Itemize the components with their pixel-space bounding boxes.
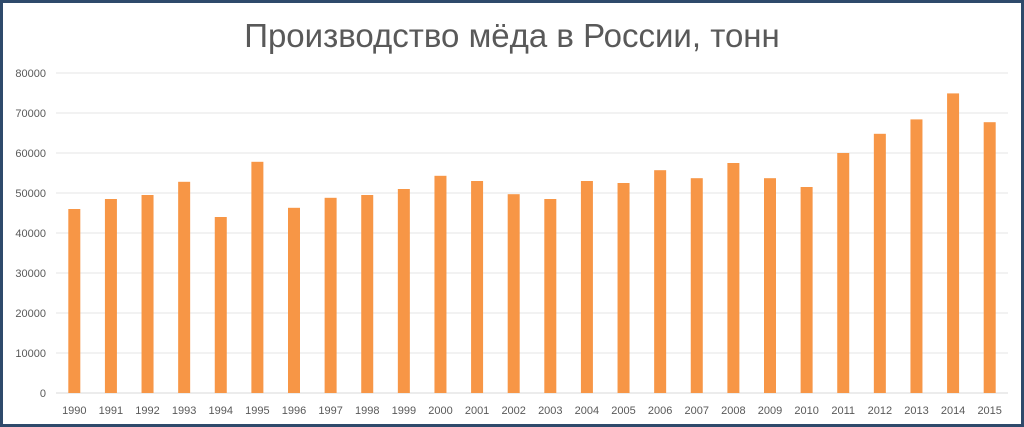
- y-tick-label: 60000: [15, 148, 46, 160]
- x-tick-label: 2009: [758, 405, 782, 417]
- bar-2001: [471, 181, 484, 393]
- x-tick-label: 1994: [209, 405, 233, 417]
- bar-2006: [654, 170, 667, 393]
- bar-1999: [397, 189, 410, 393]
- bar-1993: [178, 181, 191, 393]
- x-tick-label: 1990: [62, 405, 86, 417]
- y-tick-label: 80000: [15, 68, 46, 80]
- bar-1994: [214, 217, 227, 393]
- bar-2004: [580, 181, 593, 393]
- x-tick-label: 2012: [868, 405, 892, 417]
- bar-1997: [324, 197, 337, 393]
- x-tick-label: 1991: [99, 405, 123, 417]
- x-tick-label: 2000: [428, 405, 452, 417]
- bar-1992: [141, 195, 154, 393]
- x-tick-label: 1997: [318, 405, 342, 417]
- x-tick-label: 2004: [575, 405, 599, 417]
- x-tick-label: 2010: [794, 405, 818, 417]
- x-tick-label: 2013: [904, 405, 928, 417]
- y-tick-label: 40000: [15, 228, 46, 240]
- bar-2002: [507, 194, 520, 393]
- x-tick-label: 2003: [538, 405, 562, 417]
- y-tick-label: 30000: [15, 268, 46, 280]
- bar-1991: [104, 199, 117, 393]
- y-tick-label: 20000: [15, 308, 46, 320]
- bar-1990: [68, 209, 81, 393]
- x-tick-label: 2014: [941, 405, 965, 417]
- y-tick-label: 50000: [15, 188, 46, 200]
- x-tick-label: 1999: [392, 405, 416, 417]
- x-tick-label: 1998: [355, 405, 379, 417]
- bar-2015: [983, 122, 996, 393]
- x-tick-label: 2008: [721, 405, 745, 417]
- x-tick-label: 2006: [648, 405, 672, 417]
- bar-2005: [617, 183, 630, 393]
- x-tick-label: 2011: [831, 405, 855, 417]
- y-tick-label: 0: [40, 388, 46, 400]
- y-tick-label: 10000: [15, 348, 46, 360]
- bar-2000: [434, 175, 447, 393]
- x-tick-label: 1992: [135, 405, 159, 417]
- bar-2013: [910, 119, 923, 394]
- bar-2007: [690, 178, 703, 393]
- bar-2008: [727, 163, 740, 393]
- x-tick-label: 2007: [685, 405, 709, 417]
- bar-2003: [544, 199, 557, 393]
- bar-2014: [947, 93, 960, 394]
- y-tick-label: 70000: [15, 108, 46, 120]
- bar-1996: [288, 207, 300, 393]
- x-tick-label: 1996: [282, 405, 306, 417]
- x-tick-label: 2015: [977, 405, 1001, 417]
- bar-2010: [800, 187, 813, 393]
- bar-2009: [764, 178, 776, 393]
- bar-1998: [361, 195, 374, 393]
- bar-1995: [251, 161, 264, 393]
- x-tick-label: 2002: [501, 405, 525, 417]
- bar-2012: [873, 133, 886, 394]
- x-tick-label: 1993: [172, 405, 196, 417]
- chart-title: Производство мёда в России, тонн: [244, 17, 780, 54]
- x-tick-label: 1995: [245, 405, 269, 417]
- x-tick-label: 2001: [465, 405, 489, 417]
- x-tick-label: 2005: [611, 405, 635, 417]
- bar-2011: [837, 153, 850, 393]
